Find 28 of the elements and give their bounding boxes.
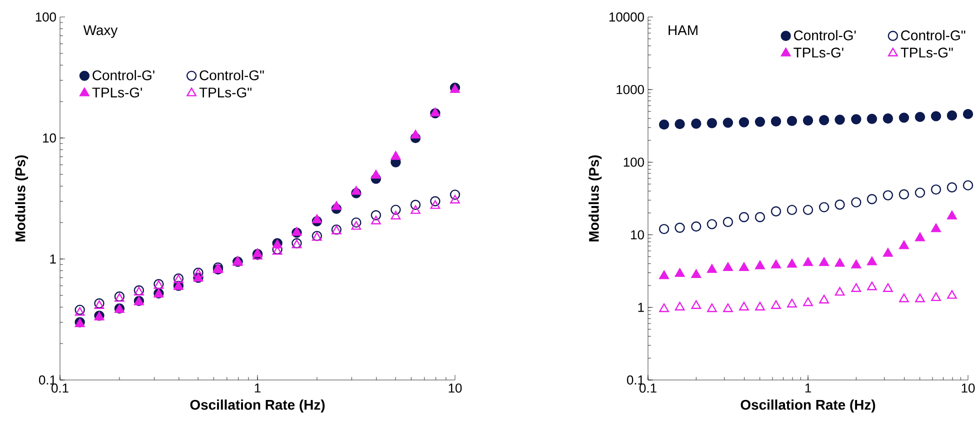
- chart-title: HAM: [668, 25, 698, 36]
- x-tick-label: 10: [962, 384, 975, 393]
- x-axis-title: Oscillation Rate (Hz): [190, 400, 325, 413]
- x-axis-title: Oscillation Rate (Hz): [740, 400, 876, 413]
- x-tick-label: 10: [448, 384, 462, 393]
- y-tick-label: 10: [631, 230, 644, 240]
- y-axis-title: Modulus (Ps): [15, 155, 28, 242]
- legend-label: Control-G": [901, 30, 966, 40]
- y-tick-label: 1: [50, 254, 56, 264]
- legend-label: TPLs-G': [92, 88, 142, 98]
- y-tick-label: 0.1: [38, 375, 56, 385]
- legend-label: Control-G': [794, 30, 856, 40]
- y-tick-label: 1000: [616, 84, 644, 94]
- y-tick-label: 1: [638, 302, 644, 312]
- text: Waxy: [83, 25, 118, 38]
- legend-label: TPLs-G': [794, 48, 844, 58]
- y-tick-label: 10: [43, 133, 56, 143]
- x-tick-label: 1: [805, 384, 811, 392]
- legend-label: Control-G': [92, 70, 154, 80]
- x-tick-label: 1: [254, 384, 260, 392]
- y-tick-label: 100: [624, 158, 644, 167]
- y-tick-label: 10000: [609, 12, 644, 22]
- legend-label: Control-G": [200, 70, 264, 80]
- legend-label: TPLs-G": [900, 48, 953, 58]
- y-axis-title: Modulus (Ps): [588, 155, 602, 242]
- y-tick-label: 100: [36, 12, 56, 22]
- legend-label: TPLs-G": [199, 88, 252, 98]
- y-tick-label: 0.1: [626, 375, 644, 385]
